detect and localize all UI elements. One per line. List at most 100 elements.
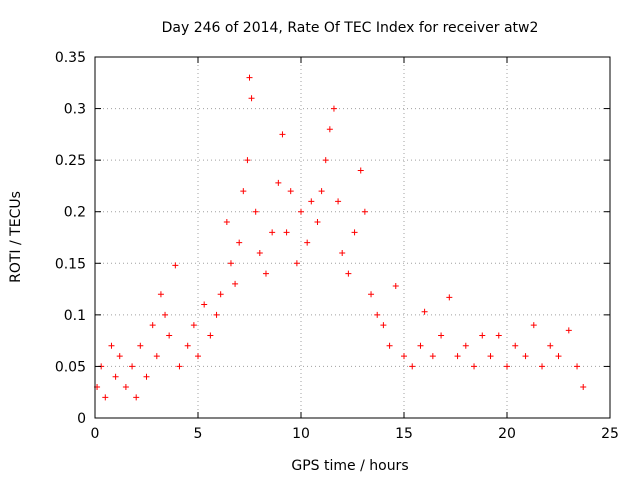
data-point <box>217 291 224 298</box>
data-point <box>380 322 387 329</box>
data-point <box>122 384 129 391</box>
y-tick-label: 0 <box>77 411 86 427</box>
plot-frame <box>94 56 611 419</box>
data-point <box>574 363 581 370</box>
grid <box>95 57 610 418</box>
data-point <box>580 384 587 391</box>
data-point <box>275 179 282 186</box>
data-point <box>454 353 461 360</box>
data-point <box>112 373 119 380</box>
data-point <box>304 239 311 246</box>
data-point <box>401 353 407 360</box>
x-axis-ticks: 0 5 10 15 20 25 <box>91 57 619 442</box>
x-tick-label: 5 <box>194 426 203 442</box>
data-point <box>166 332 173 339</box>
y-tick-label: 0.15 <box>55 256 86 272</box>
data-point <box>252 208 259 215</box>
data-point <box>190 322 197 329</box>
data-point <box>213 311 220 318</box>
data-point <box>357 167 364 174</box>
data-point <box>279 131 286 138</box>
data-point <box>318 188 325 195</box>
y-tick-label: 0.3 <box>64 102 86 118</box>
data-point <box>446 294 453 301</box>
data-point <box>504 363 510 370</box>
data-point <box>227 260 234 267</box>
data-point <box>322 157 329 164</box>
data-point <box>172 262 179 269</box>
data-point <box>539 363 546 370</box>
data-point <box>283 229 290 236</box>
data-point <box>487 353 494 360</box>
data-point <box>223 219 230 226</box>
data-point <box>133 394 140 401</box>
data-point <box>417 342 424 349</box>
data-point <box>102 394 109 401</box>
data-point <box>108 342 115 349</box>
x-tick-label: 25 <box>601 426 619 442</box>
data-point <box>137 342 144 349</box>
x-tick-label: 10 <box>292 426 310 442</box>
data-point <box>522 353 529 360</box>
data-point <box>157 291 164 298</box>
data-point <box>392 282 399 289</box>
data-point <box>149 322 156 329</box>
chart-title: Day 246 of 2014, Rate Of TEC Index for r… <box>162 20 539 36</box>
y-axis-ticks: 0 0.05 0.1 0.15 0.2 0.25 0.3 0.35 <box>55 50 610 427</box>
data-point <box>495 332 502 339</box>
data-point <box>345 270 352 277</box>
data-point <box>207 332 214 339</box>
data-point <box>462 342 469 349</box>
data-point <box>162 311 169 318</box>
data-point <box>547 342 554 349</box>
data-point <box>351 229 358 236</box>
data-point <box>565 327 572 334</box>
data-point <box>308 198 315 205</box>
y-tick-label: 0.35 <box>55 50 86 66</box>
data-point <box>232 280 239 287</box>
x-tick-label: 15 <box>395 426 413 442</box>
data-points <box>94 74 587 401</box>
data-point <box>143 373 150 380</box>
data-point <box>116 353 123 360</box>
x-tick-label: 0 <box>91 426 100 442</box>
data-point <box>314 219 321 226</box>
data-point <box>429 353 436 360</box>
data-point <box>374 311 381 318</box>
data-point <box>386 342 393 349</box>
data-point <box>421 308 428 315</box>
data-point <box>326 126 333 133</box>
data-point <box>246 74 253 81</box>
data-point <box>330 105 337 112</box>
data-point <box>201 301 208 308</box>
data-point <box>262 270 269 277</box>
data-point <box>240 188 247 195</box>
data-point <box>438 332 445 339</box>
data-point <box>298 208 304 215</box>
data-point <box>153 353 160 360</box>
data-point <box>256 249 263 256</box>
data-point <box>269 229 276 236</box>
data-point <box>244 157 251 164</box>
data-point <box>287 188 294 195</box>
data-point <box>176 363 183 370</box>
y-tick-label: 0.2 <box>64 205 86 221</box>
data-point <box>195 353 201 360</box>
data-point <box>293 260 300 267</box>
y-tick-label: 0.05 <box>55 359 86 375</box>
y-tick-label: 0.25 <box>55 153 86 169</box>
data-point <box>368 291 375 298</box>
y-axis-label: ROTI / TECUs <box>8 191 24 283</box>
data-point <box>479 332 486 339</box>
x-axis-label: GPS time / hours <box>291 458 408 474</box>
data-point <box>248 95 255 102</box>
data-point <box>361 208 368 215</box>
data-point <box>184 342 191 349</box>
data-point <box>512 342 519 349</box>
data-point <box>555 353 562 360</box>
data-point <box>471 363 478 370</box>
x-tick-label: 20 <box>498 426 516 442</box>
data-point <box>339 249 346 256</box>
data-point <box>335 198 342 205</box>
